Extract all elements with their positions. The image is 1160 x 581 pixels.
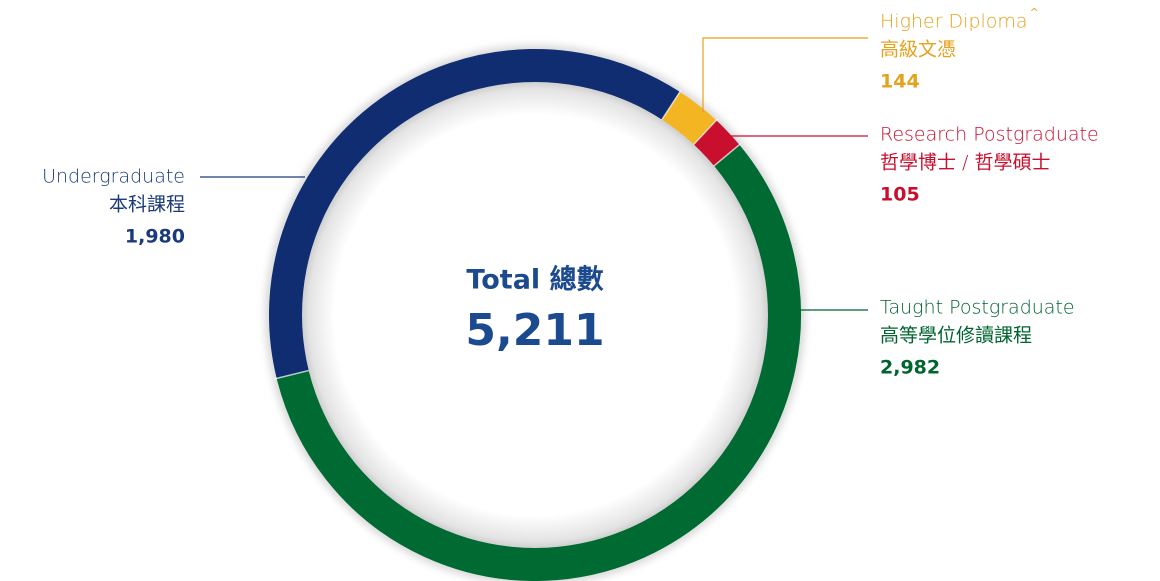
- label-name-zh: 本科課程: [109, 194, 185, 216]
- donut-segment: [692, 120, 740, 167]
- label-name: Undergraduate: [42, 166, 185, 188]
- donut-segment: [269, 49, 680, 379]
- data-label: 144: [880, 71, 920, 93]
- label-superscript: ^: [1030, 6, 1039, 19]
- segment-separator: [659, 89, 682, 123]
- donut-segment: [661, 91, 717, 146]
- data-label: 2,982: [880, 357, 940, 379]
- donut-segment: [276, 144, 801, 581]
- label-name: Higher Diploma: [880, 11, 1028, 33]
- label-name-zh: 高等學位修讀課程: [880, 325, 1032, 347]
- label-name: Research Postgraduate: [880, 124, 1099, 146]
- leader-line: [702, 37, 868, 112]
- label-name-zh: 哲學博士 / 哲學碩士: [880, 152, 1050, 174]
- center-title: Total 總數: [466, 264, 603, 296]
- total-value: 5,211: [465, 305, 604, 356]
- label-name-zh: 高級文憑: [880, 39, 956, 61]
- data-label: 1,980: [125, 226, 185, 248]
- label-name: Taught Postgraduate: [880, 297, 1075, 319]
- segment-separator: [691, 118, 719, 148]
- data-label: 105: [880, 184, 920, 206]
- segment-separator: [711, 142, 742, 169]
- segment-separator: [274, 369, 312, 380]
- donut-hole: [302, 82, 768, 548]
